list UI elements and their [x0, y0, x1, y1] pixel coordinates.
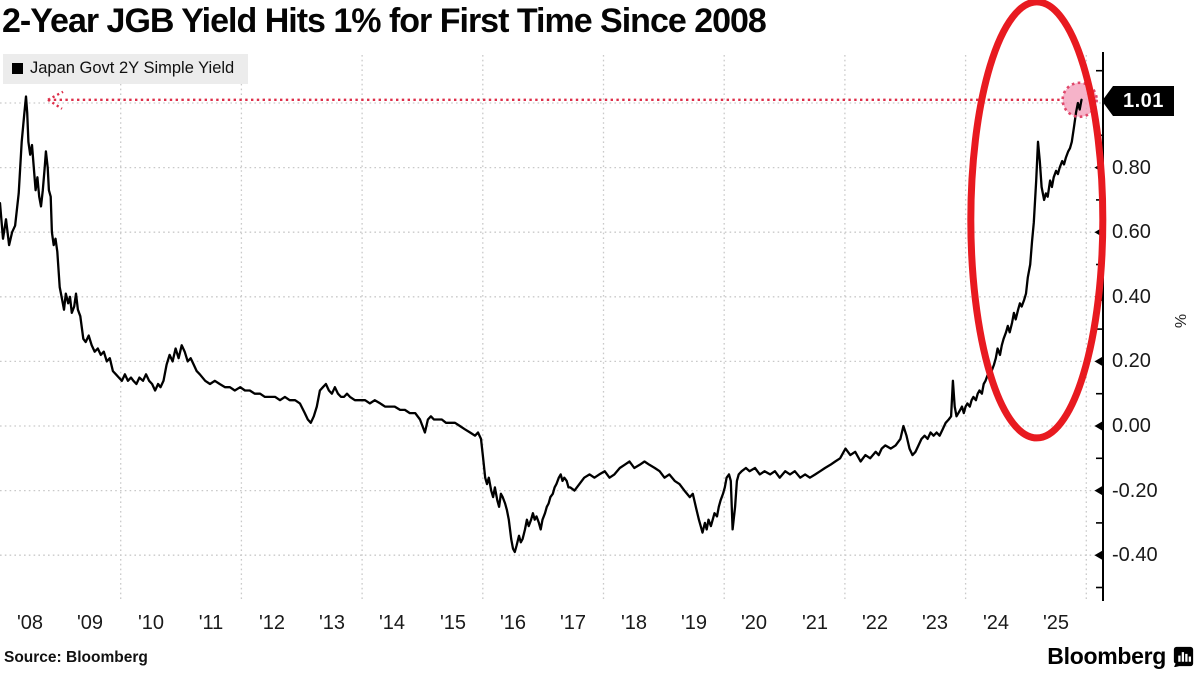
y-axis-label: 0.60: [1112, 221, 1151, 243]
last-price-tag: 1.01: [1102, 86, 1174, 116]
legend: Japan Govt 2Y Simple Yield: [3, 54, 249, 84]
last-price-value: 1.01: [1113, 86, 1174, 116]
y-axis-unit-label: %: [1171, 313, 1189, 329]
bloomberg-logo-icon: [1173, 646, 1194, 667]
x-axis-label: '24: [982, 612, 1010, 634]
y-axis-label: -0.40: [1112, 544, 1158, 566]
legend-swatch-icon: [12, 63, 23, 74]
x-axis-label: '17: [559, 612, 587, 634]
x-axis-label: '12: [258, 612, 286, 634]
y-axis-label: 0.80: [1112, 157, 1151, 179]
x-axis-label: '19: [680, 612, 708, 634]
bloomberg-wordmark: Bloomberg: [1047, 643, 1166, 669]
x-axis-label: '15: [439, 612, 467, 634]
x-axis-label: '22: [861, 612, 889, 634]
page-title: 2-Year JGB Yield Hits 1% for First Time …: [2, 2, 767, 40]
x-axis-label: '11: [198, 612, 224, 634]
y-axis-label: 0.00: [1112, 415, 1151, 437]
y-axis-label: 0.20: [1112, 350, 1151, 372]
y-axis-label: -0.20: [1112, 480, 1158, 502]
x-axis-label: '13: [318, 612, 346, 634]
x-axis-label: '20: [740, 612, 768, 634]
x-axis-label: '16: [499, 612, 527, 634]
y-axis-label: 0.40: [1112, 286, 1151, 308]
x-axis-label: '14: [378, 612, 406, 634]
bloomberg-logo: Bloomberg: [1047, 643, 1194, 670]
x-axis-label: '18: [620, 612, 648, 634]
x-axis-label: '23: [921, 612, 949, 634]
legend-label: Japan Govt 2Y Simple Yield: [30, 59, 235, 77]
source-label: Source: Bloomberg: [4, 649, 148, 666]
x-axis-label: '10: [137, 612, 165, 634]
tag-arrow-icon: [1102, 86, 1113, 116]
x-axis-label: '21: [801, 612, 829, 634]
x-axis-label: '08: [16, 612, 44, 634]
x-axis-label: '09: [76, 612, 104, 634]
x-axis-label: '25: [1042, 612, 1070, 634]
